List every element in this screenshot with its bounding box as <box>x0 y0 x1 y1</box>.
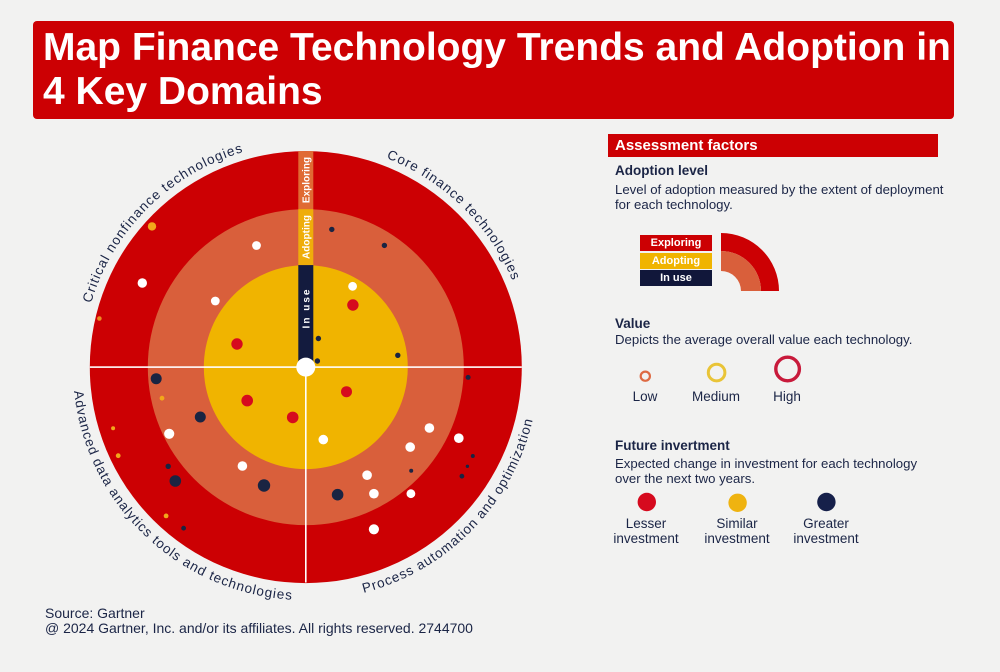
svg-text:In use: In use <box>301 288 312 329</box>
svg-text:Adopting: Adopting <box>301 215 312 259</box>
svg-text:Exploring: Exploring <box>301 157 312 203</box>
